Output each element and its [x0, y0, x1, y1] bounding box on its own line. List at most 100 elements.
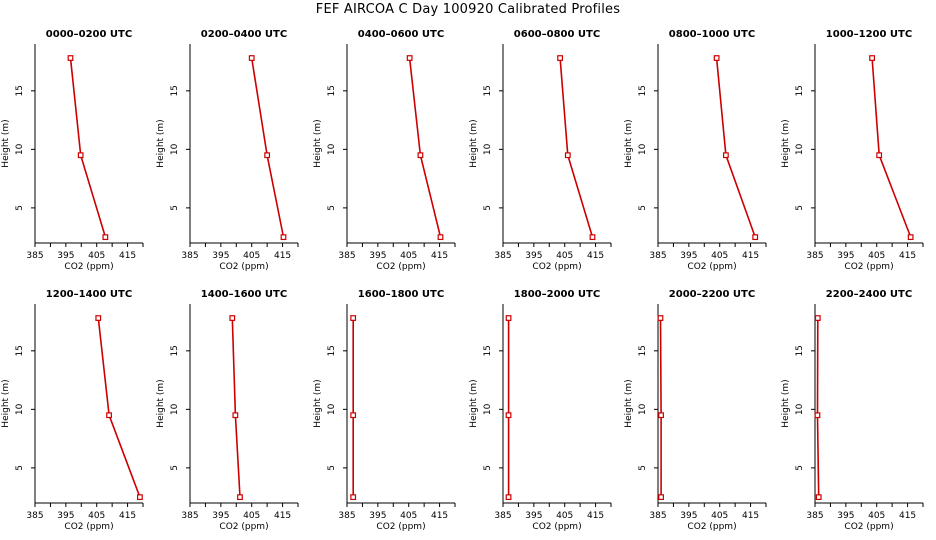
panel-title: 1800–2000 UTC — [514, 289, 600, 300]
y-tick-label: 15 — [15, 85, 25, 96]
data-point — [95, 315, 102, 321]
y-tick-label: 5 — [15, 465, 25, 471]
y-axis-label: Height (m) — [156, 119, 166, 167]
x-tick-label: 395 — [837, 251, 854, 261]
data-point — [722, 152, 729, 159]
data-point — [557, 55, 563, 61]
x-tick-label: 415 — [119, 251, 136, 261]
x-tick-label: 385 — [181, 251, 198, 261]
y-axis-label: Height (m) — [469, 119, 479, 167]
data-point — [350, 494, 357, 501]
x-tick-label: 385 — [338, 251, 355, 261]
x-tick-label: 395 — [525, 511, 542, 521]
panel-10: 2000–2200 UTC 385 395 405 415 5 10 15 CO2 (ppm) H… — [624, 289, 767, 532]
panel-title: 1000–1200 UTC — [826, 29, 912, 40]
panel-title: 0800–1000 UTC — [669, 29, 755, 40]
y-axis-label: Height (m) — [781, 379, 791, 427]
y-tick-label: 5 — [638, 205, 648, 211]
panel-title: 2200–2400 UTC — [826, 289, 912, 300]
x-tick-label: 415 — [587, 511, 604, 521]
data-point — [814, 315, 821, 321]
y-axis-label: Height (m) — [1, 379, 11, 427]
x-tick-label: 415 — [274, 251, 291, 261]
profile-line — [231, 317, 241, 498]
x-tick-label: 415 — [274, 511, 291, 521]
y-axis-label: Height (m) — [624, 379, 634, 427]
x-tick-label: 405 — [400, 511, 417, 521]
x-tick-label: 405 — [88, 511, 105, 521]
x-axis-label: CO2 (ppm) — [219, 262, 268, 272]
x-tick-label: 385 — [26, 511, 43, 521]
x-tick-label: 415 — [587, 251, 604, 261]
panel-title: 1400–1600 UTC — [201, 289, 287, 300]
y-tick-label: 15 — [327, 345, 337, 356]
data-point — [815, 494, 822, 501]
data-point — [564, 152, 571, 159]
x-tick-label: 395 — [837, 511, 854, 521]
x-tick-label: 415 — [119, 511, 136, 521]
panel-4: 0800–1000 UTC 385 395 405 415 5 10 15 CO2 (ppm) H… — [624, 29, 767, 272]
x-tick-label: 395 — [525, 251, 542, 261]
x-tick-label: 385 — [494, 251, 511, 261]
y-tick-label: 15 — [170, 85, 180, 96]
x-tick-label: 405 — [243, 251, 260, 261]
x-tick-label: 415 — [431, 511, 448, 521]
y-tick-label: 5 — [483, 205, 493, 211]
x-tick-label: 395 — [212, 511, 229, 521]
x-axis-label: CO2 (ppm) — [219, 522, 268, 532]
y-axis-label: Height (m) — [469, 379, 479, 427]
y-tick-label: 10 — [795, 143, 805, 155]
y-tick-label: 5 — [638, 465, 648, 471]
x-tick-label: 405 — [711, 511, 728, 521]
data-point — [505, 412, 512, 419]
x-axis-label: CO2 (ppm) — [844, 262, 893, 272]
x-tick-label: 415 — [742, 511, 759, 521]
y-tick-label: 10 — [483, 143, 493, 155]
panel-title: 0600–0800 UTC — [514, 29, 600, 40]
y-tick-label: 10 — [638, 403, 648, 415]
x-axis-label: CO2 (ppm) — [376, 522, 425, 532]
panel-2: 0400–0600 UTC 385 395 405 415 5 10 15 CO2 (ppm) H… — [313, 29, 456, 272]
data-point — [67, 55, 74, 61]
panel-title: 0200–0400 UTC — [201, 29, 287, 40]
y-axis-label: Height (m) — [781, 119, 791, 167]
x-tick-label: 395 — [57, 251, 74, 261]
page-title: FEF AIRCOA C Day 100920 Calibrated Profi… — [315, 2, 621, 17]
x-tick-label: 385 — [649, 511, 666, 521]
profile-line — [69, 57, 107, 238]
y-tick-label: 10 — [327, 143, 337, 155]
data-point — [77, 152, 84, 159]
y-tick-label: 15 — [795, 345, 805, 356]
data-point — [264, 152, 271, 159]
y-axis-label: Height (m) — [313, 119, 323, 167]
data-point — [417, 152, 424, 159]
y-tick-label: 5 — [795, 465, 805, 471]
data-point — [280, 234, 287, 241]
panel-3: 0600–0800 UTC 385 395 405 415 5 10 15 CO2 (ppm) H… — [469, 29, 612, 272]
y-tick-label: 15 — [327, 85, 337, 96]
x-tick-label: 405 — [711, 251, 728, 261]
profile-line — [816, 317, 820, 498]
x-tick-label: 405 — [556, 251, 573, 261]
panel-1: 0200–0400 UTC 385 395 405 415 5 10 15 CO2 (ppm) H… — [156, 29, 299, 272]
x-tick-label: 385 — [494, 511, 511, 521]
x-tick-label: 395 — [680, 251, 697, 261]
y-tick-label: 5 — [170, 465, 180, 471]
x-tick-label: 385 — [26, 251, 43, 261]
x-axis-label: CO2 (ppm) — [687, 262, 736, 272]
data-point — [657, 315, 664, 321]
panel-7: 1400–1600 UTC 385 395 405 415 5 10 15 CO2 (ppm) H… — [156, 289, 299, 532]
y-tick-label: 10 — [795, 403, 805, 415]
x-tick-label: 405 — [400, 251, 417, 261]
panel-6: 1200–1400 UTC 385 395 405 415 5 10 15 CO2 (ppm) H… — [1, 289, 144, 532]
y-tick-label: 5 — [327, 465, 337, 471]
data-point — [505, 315, 512, 321]
panel-title: 0400–0600 UTC — [358, 29, 444, 40]
profile-line — [408, 57, 442, 238]
profile-line — [871, 57, 912, 238]
panel-title: 2000–2200 UTC — [669, 289, 755, 300]
data-point — [248, 55, 255, 61]
profile-line — [250, 57, 285, 238]
y-tick-label: 15 — [638, 345, 648, 356]
profile-line — [659, 317, 662, 498]
